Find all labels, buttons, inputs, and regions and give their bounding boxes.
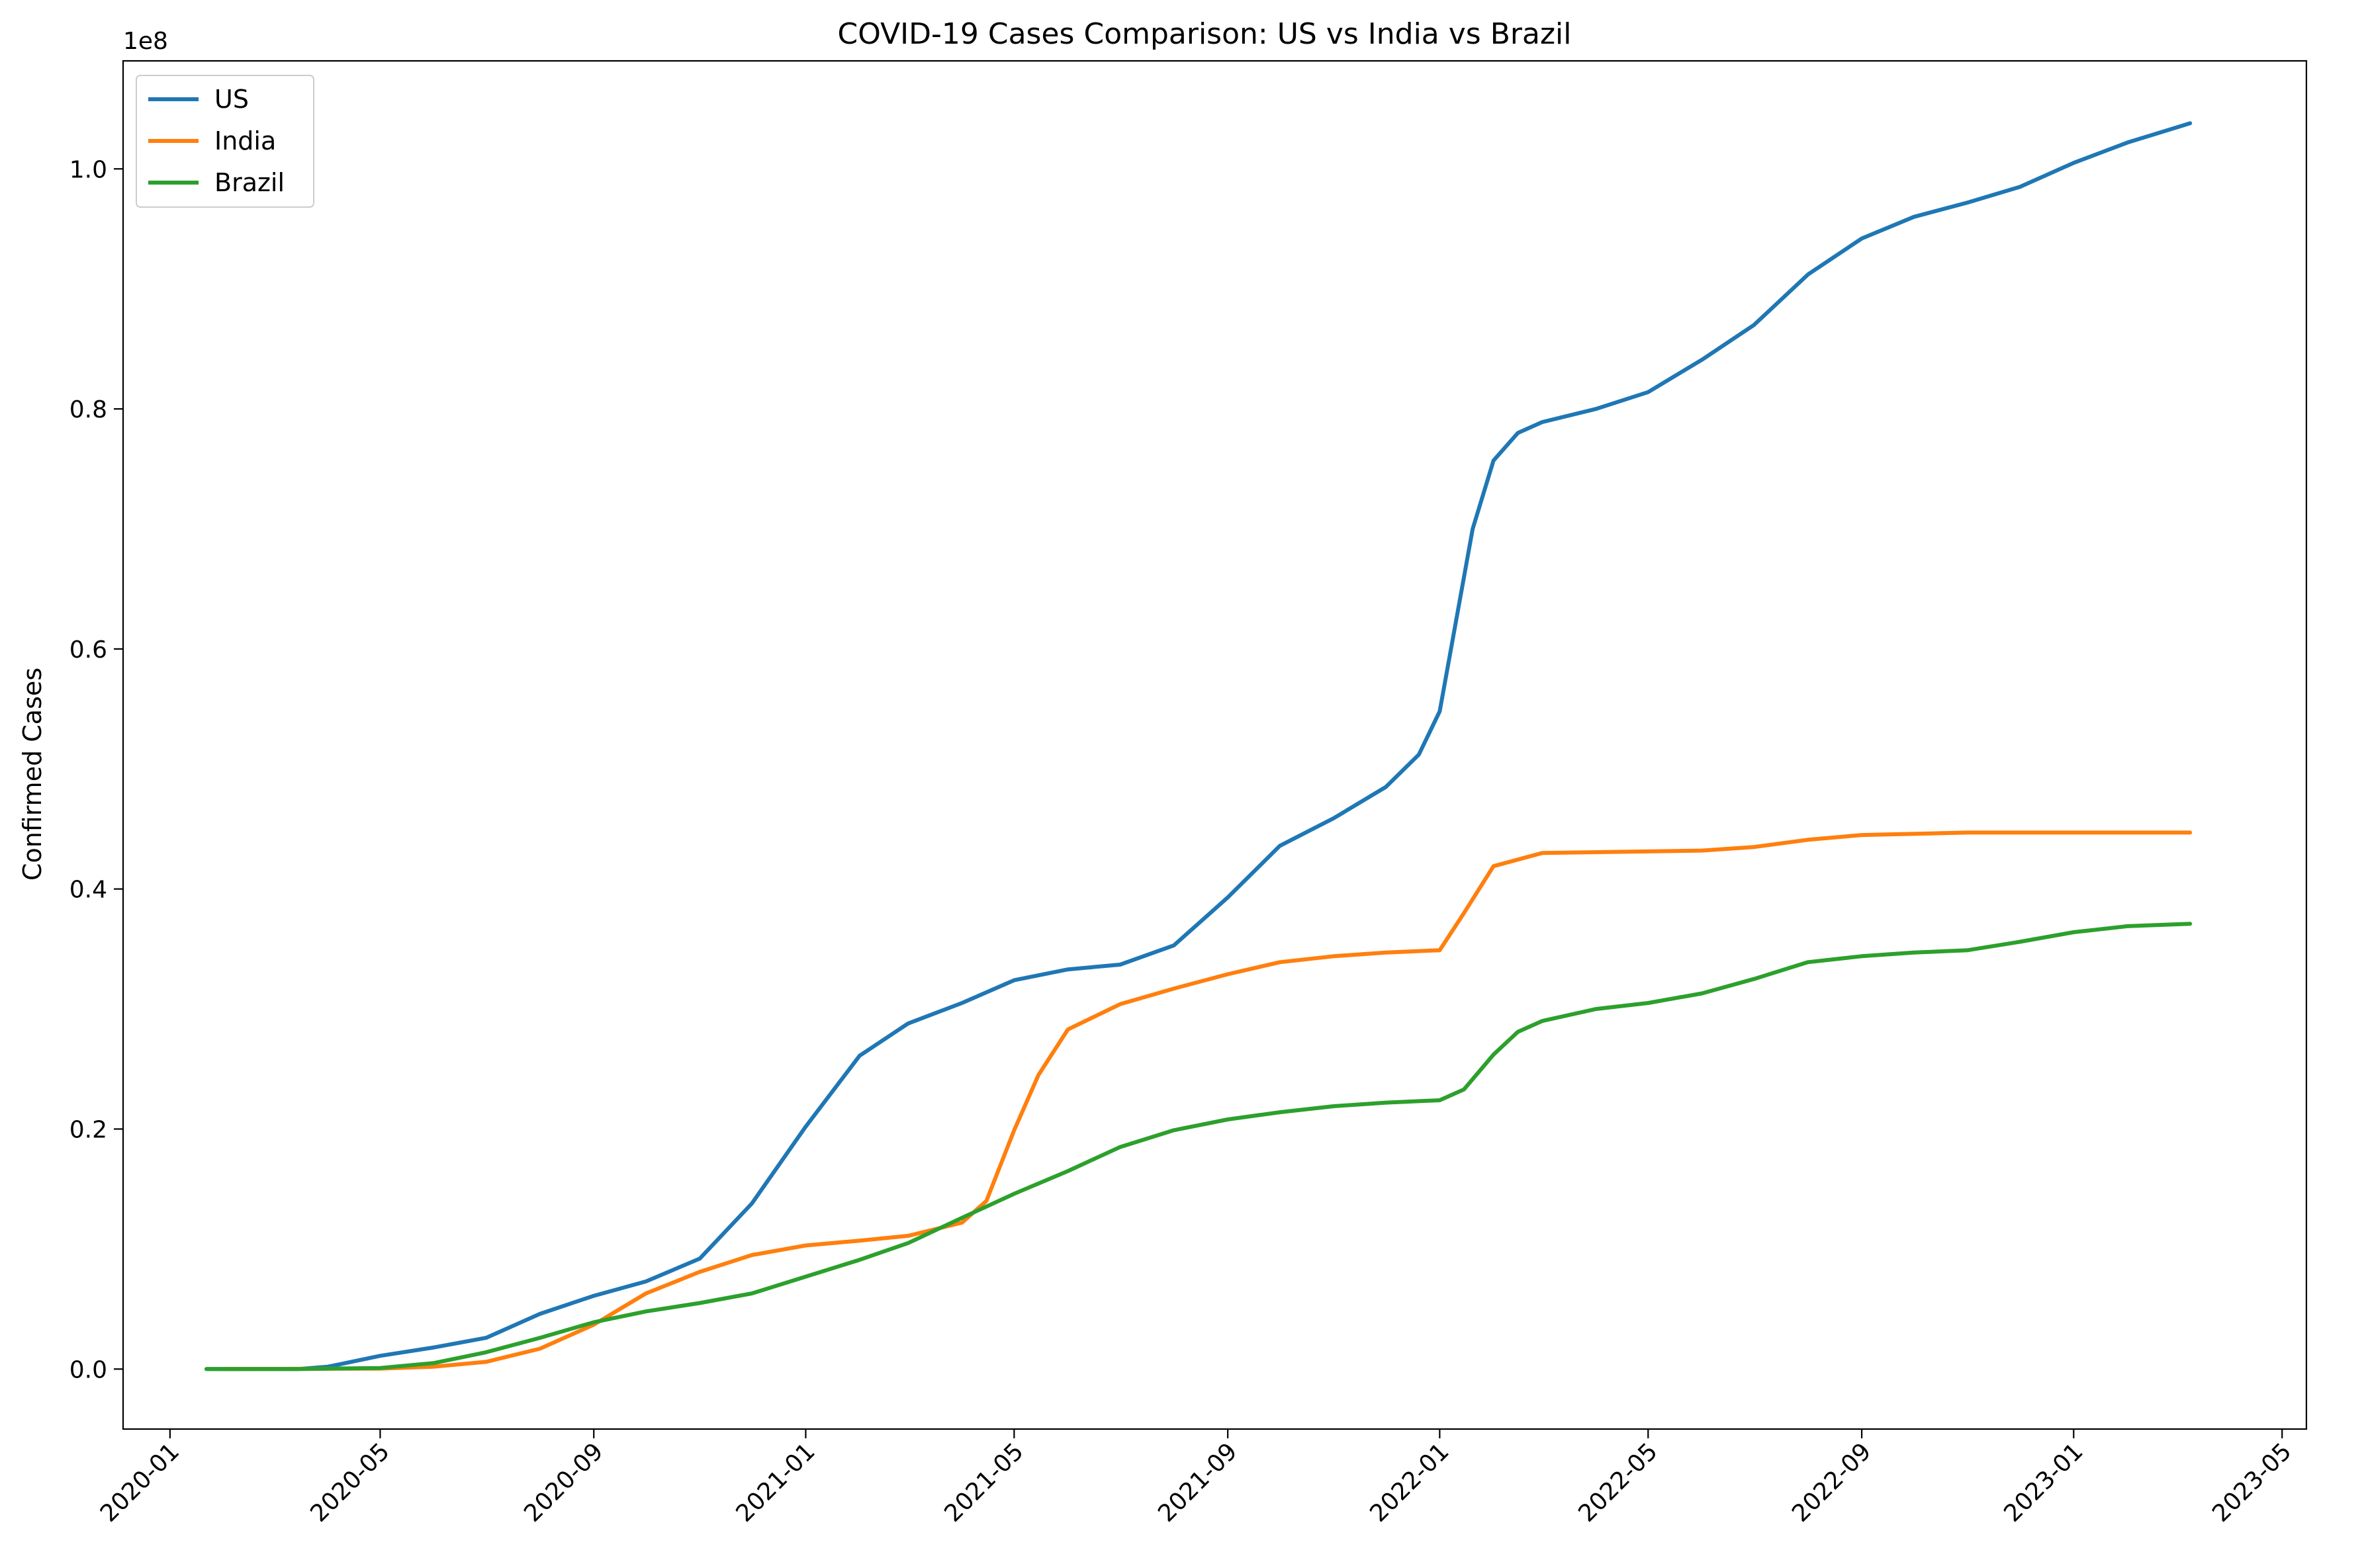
- series-line-us: [204, 121, 2193, 1372]
- plot-frame: [122, 60, 2308, 1430]
- legend-label-india: India: [214, 126, 276, 155]
- legend-label-brazil: Brazil: [214, 168, 285, 197]
- y-tick-label: 0.0: [69, 1356, 107, 1383]
- y-tick-label: 0.6: [69, 636, 107, 664]
- legend-label-us: US: [214, 85, 249, 114]
- y-tick-label: 0.8: [69, 396, 107, 423]
- series-layer: [204, 121, 2193, 1372]
- y-tick-label: 1.0: [69, 156, 107, 183]
- y-tick-label: 0.4: [69, 877, 107, 904]
- y-offset-label: 1e8: [123, 28, 168, 55]
- series-line-brazil: [204, 922, 2193, 1372]
- chart-title: COVID-19 Cases Comparison: US vs India v…: [837, 17, 1571, 51]
- y-tick-label: 0.2: [69, 1116, 107, 1143]
- y-axis-label: Confirmed Cases: [18, 668, 47, 881]
- legend-box: [136, 75, 314, 208]
- series-line-india: [218, 830, 2193, 1372]
- legend: US India Brazil: [136, 75, 314, 208]
